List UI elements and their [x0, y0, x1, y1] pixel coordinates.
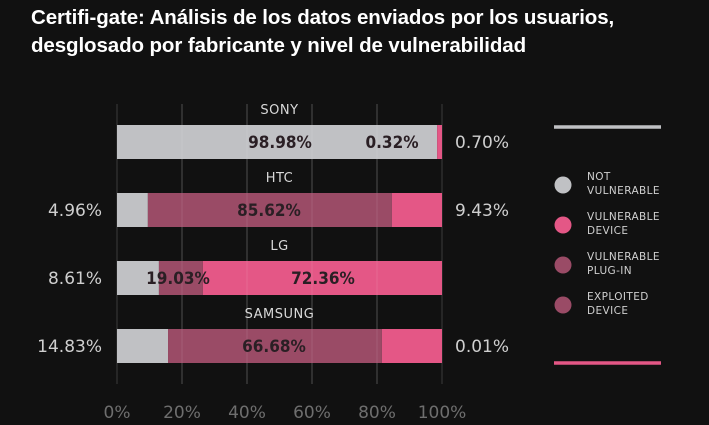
manufacturer-label: SONY: [260, 103, 298, 118]
bar-segment-vulnerable-device: [437, 125, 442, 159]
legend-swatch-icon: [554, 296, 572, 314]
bar-value-label: 72.36%: [291, 269, 355, 289]
x-tick-label: 100%: [418, 403, 467, 423]
legend: NOT VULNERABLE VULNERABLE DEVICE VULNERABLE P…: [554, 125, 661, 365]
bar-value-label: 85.62%: [237, 201, 301, 221]
right-value-label: 0.01%: [455, 337, 509, 357]
bar-segment-vulnerable-device: [202, 261, 442, 295]
legend-label: DEVICE: [587, 225, 628, 237]
legend-label: NOT: [587, 171, 611, 183]
left-value-label: 8.61%: [48, 269, 102, 289]
legend-label: VULNERABLE: [587, 251, 660, 263]
bar-value-label: 66.68%: [242, 337, 306, 357]
manufacturer-label: LG: [270, 239, 288, 254]
bar-segment-not-vulnerable: [117, 125, 438, 159]
bar-segment-vulnerable-plugin: [158, 261, 203, 295]
x-axis-ticks: 0% 20% 40% 60% 80% 100%: [104, 403, 467, 423]
left-value-label: 14.83%: [37, 337, 102, 357]
left-value-label: 4.96%: [48, 201, 102, 221]
chart-title: Certifi-gate: Análisis de los datos envi…: [31, 6, 615, 57]
x-tick-label: 60%: [293, 403, 331, 423]
bar-segment-not-vulnerable: [117, 193, 148, 227]
legend-swatch-icon: [554, 216, 572, 234]
manufacturer-label: SAMSUNG: [245, 307, 315, 322]
bar-segment-vulnerable-plugin: [147, 193, 392, 227]
bar-value-label: 98.98%: [248, 133, 312, 153]
bar-value-label: 19.03%: [146, 269, 210, 289]
labels: SONY HTC LG SAMSUNG 0.70% 98.98% 0.32% 4.96% 9.4…: [37, 103, 509, 357]
legend-label: EXPLOITED: [587, 291, 649, 303]
right-value-label: 9.43%: [455, 201, 509, 221]
right-value-label: 0.70%: [455, 133, 509, 153]
legend-label: PLUG-IN: [587, 265, 632, 277]
bar-value-label: 0.32%: [365, 133, 418, 153]
bar-segment-not-vulnerable: [117, 329, 169, 363]
legend-swatch-icon: [554, 176, 572, 194]
legend-swatch-icon: [554, 256, 572, 274]
x-tick-label: 40%: [228, 403, 266, 423]
bar-segment-vulnerable-device: [381, 329, 442, 363]
legend-label: VULNERABLE: [587, 211, 660, 223]
x-tick-label: 80%: [358, 403, 396, 423]
bars: [117, 104, 442, 384]
legend-label: DEVICE: [587, 305, 628, 317]
manufacturer-label: HTC: [266, 171, 294, 186]
x-tick-label: 20%: [163, 403, 201, 423]
bar-segment-vulnerable-device: [391, 193, 442, 227]
legend-label: VULNERABLE: [587, 185, 660, 197]
bar-segment-not-vulnerable: [117, 261, 159, 295]
x-tick-label: 0%: [104, 403, 131, 423]
bar-segment-vulnerable-plugin: [168, 329, 382, 363]
